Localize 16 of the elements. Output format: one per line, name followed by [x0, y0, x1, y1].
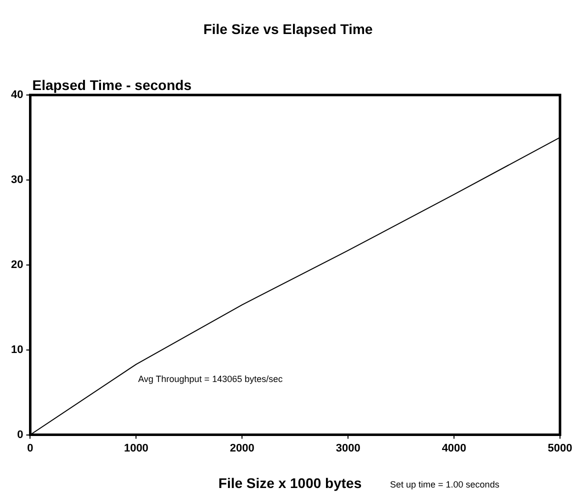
annotation: Avg Throughput = 143065 bytes/sec [138, 374, 284, 384]
y-tick-label: 30 [10, 174, 24, 186]
x-tick-label: 0 [27, 442, 34, 454]
chart-title: File Size vs Elapsed Time [203, 20, 373, 37]
x-tick-label: 3000 [336, 442, 360, 454]
x-tick-label: 1000 [124, 442, 148, 454]
text: Set up time = 1.00 seconds [390, 479, 500, 490]
x-tick-label: 2000 [230, 442, 254, 454]
x-tick-label: 5000 [548, 442, 572, 454]
y-tick-label: 10 [10, 344, 24, 356]
y-tick-label: 20 [10, 258, 24, 271]
x-axis-title: File Size x 1000 bytes [218, 474, 362, 491]
x-tick-label: 4000 [442, 442, 466, 454]
y-tick-label: 40 [10, 89, 24, 102]
y-tick-label: 0 [17, 428, 24, 441]
y-axis-title: Elapsed Time - seconds [32, 76, 192, 93]
